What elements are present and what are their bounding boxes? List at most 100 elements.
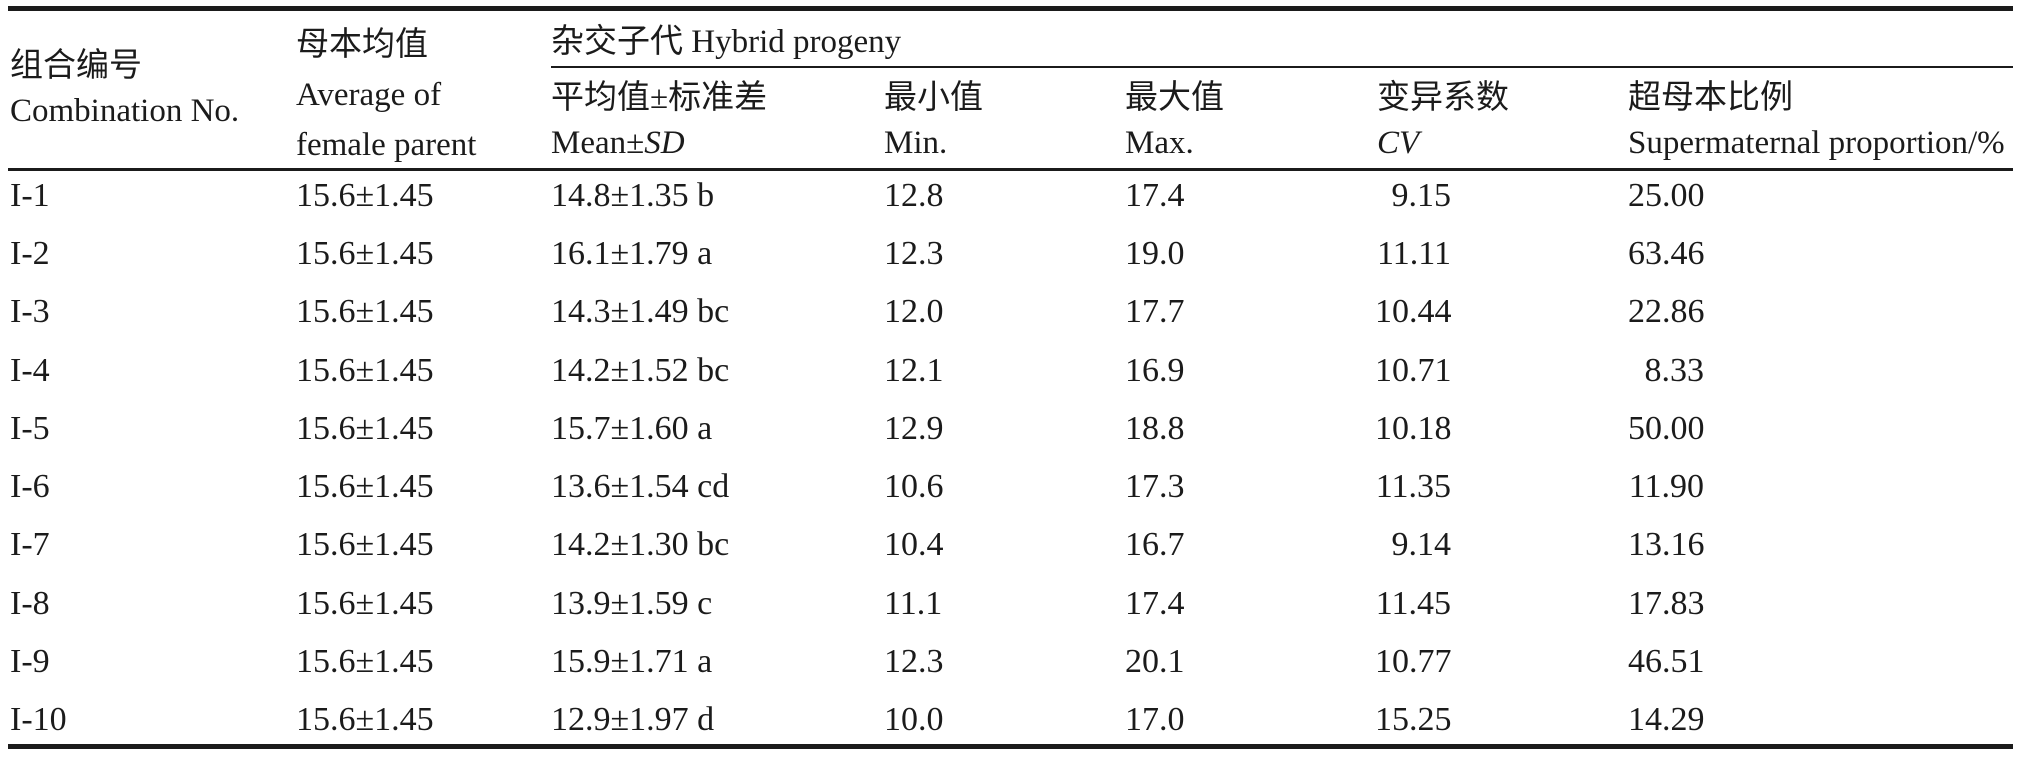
- cell-mean-sd: 13.6±1.54 cd: [551, 468, 730, 505]
- cell-min: 12.0: [884, 293, 944, 330]
- cell-min: 12.3: [884, 235, 944, 272]
- header-hybrid-progeny-group: 杂交子代 Hybrid progeny: [551, 24, 902, 60]
- cell-mean-sd: 16.1±1.79 a: [551, 235, 713, 272]
- cell-mean-sd: 13.9±1.59 c: [551, 585, 713, 622]
- cell-min: 10.6: [884, 468, 944, 505]
- table-row: I-1 15.6±1.45 14.8±1.35 b 12.8 17.4 9.15…: [0, 176, 2021, 234]
- cell-max: 17.7: [1125, 293, 1185, 330]
- cell-supermaternal: 46.51: [1628, 643, 1705, 680]
- cell-max: 16.9: [1125, 352, 1185, 389]
- header-supermaternal: 超母本比例 Supermaternal proportion/%: [1628, 76, 2005, 166]
- header-cv-zh: 变异系数: [1377, 80, 1509, 116]
- cell-min: 10.0: [884, 701, 944, 738]
- cell-max: 17.4: [1125, 585, 1185, 622]
- cell-max: 18.8: [1125, 410, 1185, 447]
- table-row: I-8 15.6±1.45 13.9±1.59 c 11.1 17.4 11.4…: [0, 584, 2021, 642]
- cell-mean-sd: 12.9±1.97 d: [551, 701, 715, 738]
- cell-combination: I-1: [10, 177, 50, 214]
- cell-supermaternal: 8.33: [1644, 352, 1705, 389]
- cell-supermaternal: 63.46: [1628, 235, 1705, 272]
- cell-combination: I-7: [10, 526, 50, 563]
- cell-min: 12.3: [884, 643, 944, 680]
- table-row: I-10 15.6±1.45 12.9±1.97 d 10.0 17.0 15.…: [0, 700, 2021, 758]
- header-combination-zh: 组合编号: [10, 48, 142, 84]
- cell-supermaternal: 14.29: [1628, 701, 1705, 738]
- cell-cv: 11.45: [1375, 585, 1451, 622]
- cell-min: 11.1: [884, 585, 943, 622]
- header-combination-no: 组合编号 Combination No.: [10, 44, 239, 134]
- header-max-zh: 最大值: [1125, 80, 1224, 116]
- cell-combination: I-5: [10, 410, 50, 447]
- cell-max: 16.7: [1125, 526, 1185, 563]
- header-female-average: 母本均值 Average of female parent: [296, 20, 476, 170]
- cell-combination: I-3: [10, 293, 50, 330]
- sd-label: SD: [644, 125, 685, 161]
- cell-cv: 9.14: [1391, 526, 1452, 563]
- header-female-average-en2: female parent: [296, 127, 477, 163]
- mean-label: Mean±: [551, 125, 645, 161]
- cell-mean-sd: 14.2±1.52 bc: [551, 352, 730, 389]
- header-max-en: Max.: [1125, 125, 1194, 161]
- progeny-group-underline: [551, 66, 2013, 68]
- cell-supermaternal: 25.00: [1628, 177, 1705, 214]
- table-bottom-border: [8, 744, 2013, 749]
- cell-cv: 9.15: [1391, 177, 1452, 214]
- header-supermaternal-zh: 超母本比例: [1628, 80, 1793, 116]
- table-row: I-5 15.6±1.45 15.7±1.60 a 12.9 18.8 10.1…: [0, 409, 2021, 467]
- cell-min: 12.1: [884, 352, 944, 389]
- cell-female-average: 15.6±1.45: [296, 468, 434, 505]
- header-min: 最小值 Min.: [884, 76, 983, 166]
- table-row: I-6 15.6±1.45 13.6±1.54 cd 10.6 17.3 11.…: [0, 467, 2021, 525]
- header-cv-en: CV: [1377, 125, 1420, 161]
- header-max: 最大值 Max.: [1125, 76, 1224, 166]
- cell-max: 17.4: [1125, 177, 1185, 214]
- cell-mean-sd: 14.8±1.35 b: [551, 177, 715, 214]
- cell-female-average: 15.6±1.45: [296, 235, 434, 272]
- cell-female-average: 15.6±1.45: [296, 410, 434, 447]
- header-combination-en: Combination No.: [10, 93, 240, 129]
- cell-combination: I-4: [10, 352, 50, 389]
- header-min-en: Min.: [884, 125, 948, 161]
- header-mean-sd-zh: 平均值±标准差: [551, 80, 768, 116]
- header-mean-sd-en: Mean±SD: [551, 121, 767, 166]
- table-row: I-9 15.6±1.45 15.9±1.71 a 12.3 20.1 10.7…: [0, 642, 2021, 700]
- cell-cv: 11.11: [1377, 235, 1451, 272]
- cell-min: 10.4: [884, 526, 944, 563]
- cell-mean-sd: 15.9±1.71 a: [551, 643, 713, 680]
- cell-combination: I-10: [10, 701, 67, 738]
- cell-combination: I-2: [10, 235, 50, 272]
- cell-max: 17.3: [1125, 468, 1185, 505]
- cell-cv: 10.71: [1375, 352, 1452, 389]
- cell-female-average: 15.6±1.45: [296, 701, 434, 738]
- cell-female-average: 15.6±1.45: [296, 643, 434, 680]
- cell-min: 12.9: [884, 410, 944, 447]
- header-min-zh: 最小值: [884, 80, 983, 116]
- cell-female-average: 15.6±1.45: [296, 526, 434, 563]
- header-supermaternal-en: Supermaternal proportion/%: [1628, 125, 2005, 161]
- table-row: I-3 15.6±1.45 14.3±1.49 bc 12.0 17.7 10.…: [0, 292, 2021, 350]
- cell-cv: 10.77: [1375, 643, 1452, 680]
- cell-mean-sd: 14.2±1.30 bc: [551, 526, 730, 563]
- cell-cv: 10.18: [1375, 410, 1452, 447]
- cell-female-average: 15.6±1.45: [296, 293, 434, 330]
- table-top-border: [8, 6, 2013, 11]
- header-cv: 变异系数 CV: [1377, 76, 1509, 166]
- cell-combination: I-8: [10, 585, 50, 622]
- header-mean-sd: 平均值±标准差 Mean±SD: [551, 76, 767, 166]
- header-female-average-zh: 母本均值: [296, 27, 428, 63]
- cell-female-average: 15.6±1.45: [296, 177, 434, 214]
- cell-cv: 10.44: [1375, 293, 1452, 330]
- cell-combination: I-6: [10, 468, 50, 505]
- cell-max: 17.0: [1125, 701, 1185, 738]
- cell-supermaternal: 22.86: [1628, 293, 1705, 330]
- cell-max: 19.0: [1125, 235, 1185, 272]
- cell-female-average: 15.6±1.45: [296, 352, 434, 389]
- header-female-average-en1: Average of: [296, 77, 442, 113]
- cell-supermaternal: 11.90: [1628, 468, 1704, 505]
- cell-supermaternal: 13.16: [1628, 526, 1705, 563]
- cell-supermaternal: 50.00: [1628, 410, 1705, 447]
- cell-cv: 11.35: [1375, 468, 1451, 505]
- cell-female-average: 15.6±1.45: [296, 585, 434, 622]
- table-row: I-2 15.6±1.45 16.1±1.79 a 12.3 19.0 11.1…: [0, 234, 2021, 292]
